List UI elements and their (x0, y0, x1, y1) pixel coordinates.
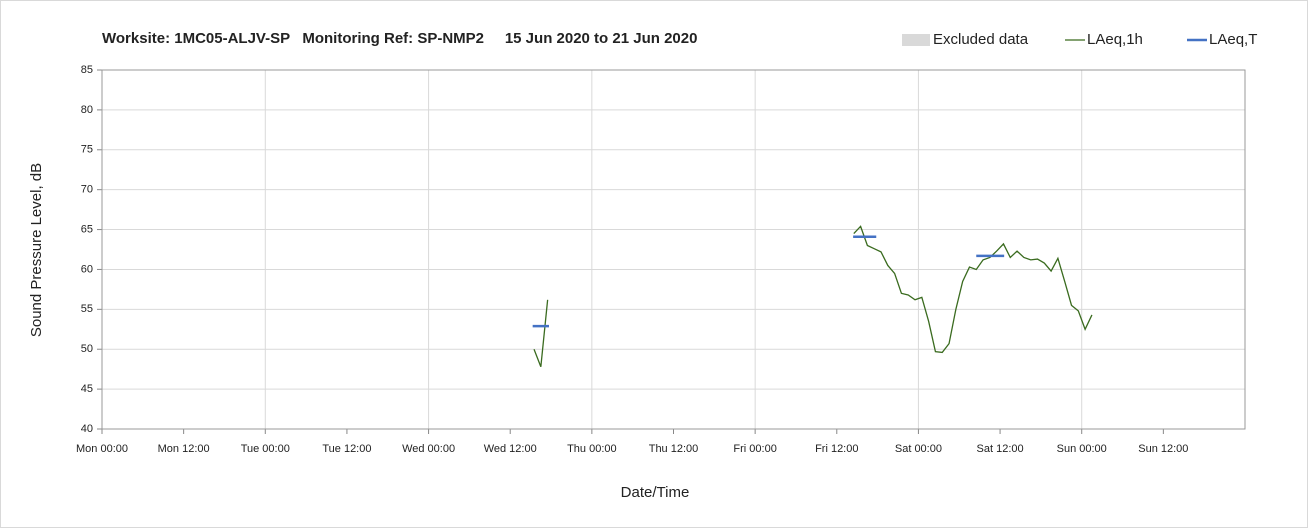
x-tick-label: Sat 00:00 (895, 443, 942, 455)
y-tick-label: 40 (81, 423, 93, 435)
legend-label: LAeq,T (1209, 31, 1257, 48)
x-tick-label: Fri 12:00 (815, 443, 858, 455)
x-tick-label: Wed 00:00 (402, 443, 455, 455)
y-axis-title: Sound Pressure Level, dB (28, 163, 45, 337)
legend-label: LAeq,1h (1087, 31, 1143, 48)
y-tick-label: 80 (81, 104, 93, 116)
laeq-1h-line (533, 299, 549, 368)
plot-border (101, 69, 1246, 430)
x-tick-label: Mon 12:00 (158, 443, 210, 455)
x-tick-label: Mon 00:00 (76, 443, 128, 455)
y-tick-label: 50 (81, 343, 93, 355)
x-tick-label: Fri 00:00 (733, 443, 776, 455)
y-tick-label: 55 (81, 303, 93, 315)
x-tick-label: Tue 12:00 (322, 443, 371, 455)
x-tick-label: Wed 12:00 (484, 443, 537, 455)
y-tick-label: 65 (81, 223, 93, 235)
y-tick-label: 70 (81, 184, 93, 196)
x-tick-label: Thu 12:00 (649, 443, 699, 455)
y-tick-label: 60 (81, 263, 93, 275)
y-tick-label: 85 (81, 64, 93, 76)
legend-swatch (902, 34, 930, 46)
x-tick-label: Sun 12:00 (1138, 443, 1188, 455)
y-tick-label: 45 (81, 383, 93, 395)
y-tick-label: 75 (81, 144, 93, 156)
x-axis-title: Date/Time (621, 484, 690, 501)
x-tick-label: Sat 12:00 (977, 443, 1024, 455)
x-tick-label: Tue 00:00 (241, 443, 290, 455)
x-tick-label: Thu 00:00 (567, 443, 617, 455)
legend-label: Excluded data (933, 31, 1029, 48)
laeq-1h-line (853, 225, 1093, 354)
chart-title: Worksite: 1MC05-ALJV-SP Monitoring Ref: … (102, 30, 697, 47)
x-tick-label: Sun 00:00 (1057, 443, 1107, 455)
